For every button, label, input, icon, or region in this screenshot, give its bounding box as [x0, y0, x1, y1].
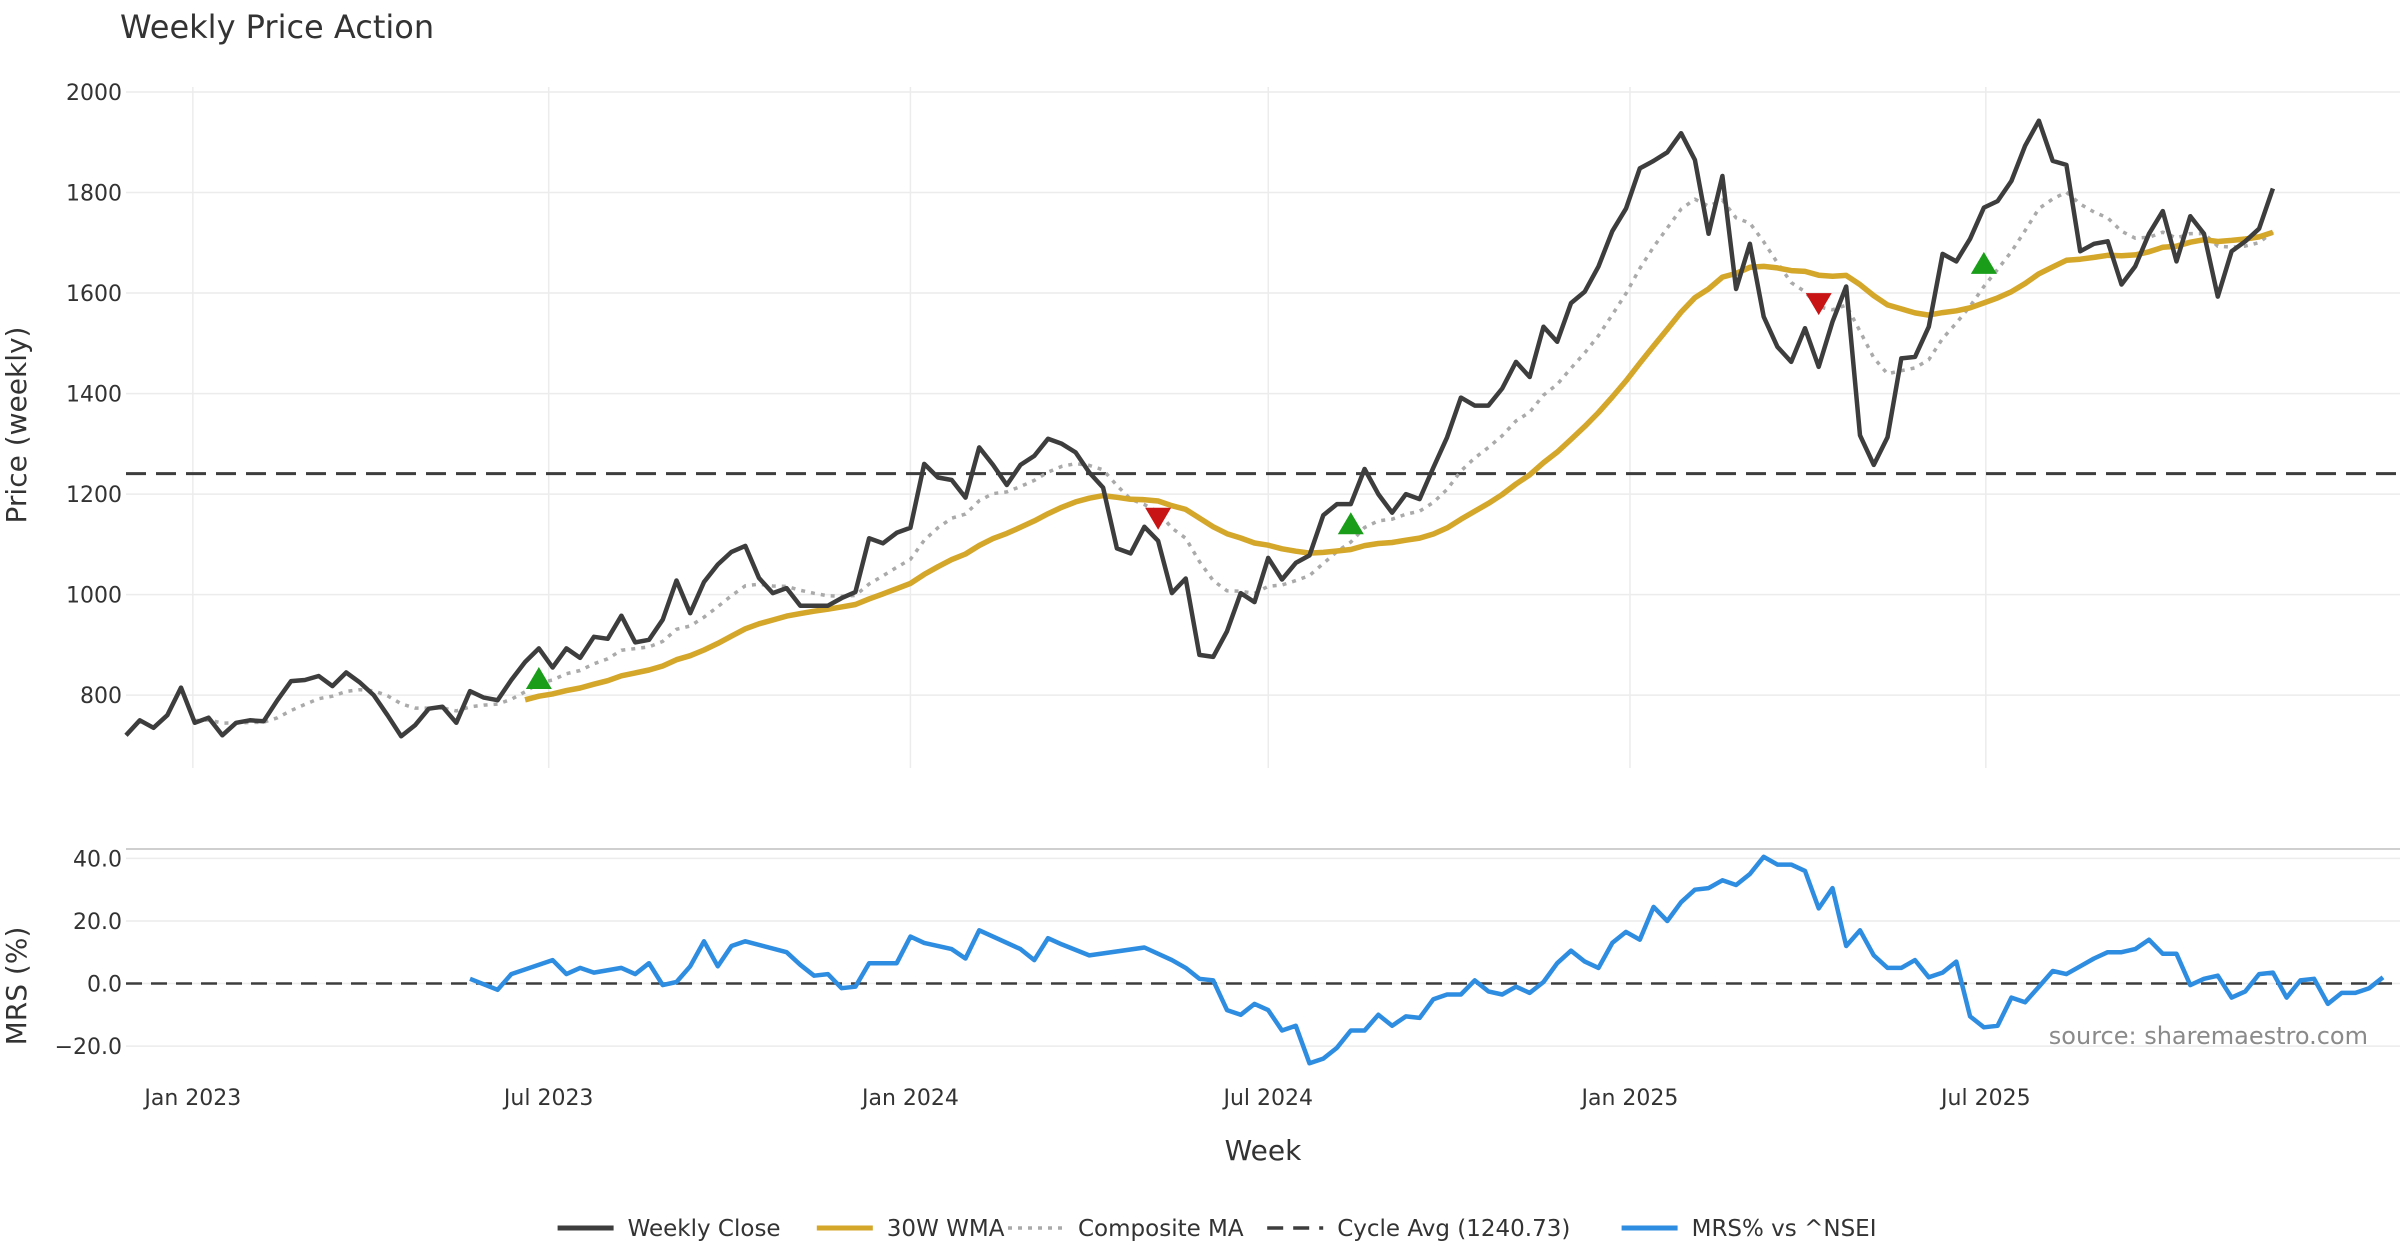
price-y-tick: 2000 — [66, 81, 122, 106]
mrs-y-axis-label: MRS (%) — [0, 927, 33, 1046]
weekly-close-line — [124, 118, 2276, 739]
legend-item: Composite MA — [1008, 1216, 1244, 1242]
mrs-line — [469, 854, 2385, 1066]
mrs-y-tick: −20.0 — [55, 1035, 122, 1060]
price-y-axis-label: Price (weekly) — [0, 327, 33, 524]
mrs-y-tick: 20.0 — [73, 910, 122, 935]
sell-signal-marker — [1145, 507, 1172, 530]
sell-signal-marker — [1805, 293, 1832, 316]
legend-item: MRS% vs ^NSEI — [1621, 1216, 1877, 1242]
legend-item: Cycle Avg (1240.73) — [1267, 1216, 1570, 1242]
buy-signal-marker — [525, 667, 552, 690]
mrs-y-tick: 40.0 — [73, 847, 122, 872]
price-y-ticks: 800 1000 1200 1400 1600 1800 2000 — [66, 81, 122, 709]
price-y-tick: 1400 — [66, 383, 122, 408]
x-tick-label: Jan 2025 — [1580, 1086, 1679, 1111]
source-credit: source: sharemaestro.com — [2049, 1022, 2368, 1050]
x-tick-label: Jan 2024 — [860, 1086, 959, 1111]
legend-item: 30W WMA — [816, 1216, 1005, 1242]
x-tick-label: Jul 2025 — [1939, 1086, 2031, 1111]
mrs-y-ticks: 40.0 20.0 0.0 −20.0 — [55, 847, 122, 1060]
legend-label: Cycle Avg (1240.73) — [1337, 1216, 1570, 1242]
buy-signal-marker — [1337, 512, 1364, 535]
x-tick-label: Jan 2023 — [142, 1086, 241, 1111]
x-tick-label: Jul 2024 — [1221, 1086, 1313, 1111]
price-y-tick: 800 — [80, 684, 122, 709]
legend-label: MRS% vs ^NSEI — [1692, 1216, 1877, 1242]
mrs-grid — [126, 857, 2400, 1047]
price-y-tick: 1000 — [66, 584, 122, 609]
mrs-y-tick: 0.0 — [87, 973, 122, 998]
x-axis-label: Week — [1225, 1134, 1302, 1167]
mrs-panel: 40.0 20.0 0.0 −20.0 MRS (%) source: sharema… — [0, 847, 2400, 1066]
price-panel: 800 1000 1200 1400 1600 1800 2000 Price (weekl… — [0, 81, 2400, 768]
legend-label: Composite MA — [1078, 1216, 1244, 1242]
price-y-tick: 1600 — [66, 282, 122, 307]
legend-label: Weekly Close — [628, 1216, 781, 1242]
buy-signal-marker — [1970, 251, 1997, 274]
price-grid — [126, 87, 2400, 768]
chart-title: Weekly Price Action — [120, 8, 434, 46]
legend: Weekly Close 30W WMA Composite MA Cycle Avg… — [557, 1216, 1877, 1242]
composite-ma-line — [194, 190, 2274, 725]
x-tick-label: Jul 2023 — [502, 1086, 594, 1111]
x-axis-ticks: Jan 2023 Jul 2023 Jan 2024 Jul 2024 Jan 2025… — [142, 1086, 2030, 1111]
signal-markers — [525, 251, 1997, 690]
legend-label: 30W WMA — [887, 1216, 1005, 1242]
price-y-tick: 1200 — [66, 483, 122, 508]
legend-item: Weekly Close — [557, 1216, 781, 1242]
price-y-tick: 1800 — [66, 182, 122, 207]
wma-30w-line — [524, 229, 2274, 703]
